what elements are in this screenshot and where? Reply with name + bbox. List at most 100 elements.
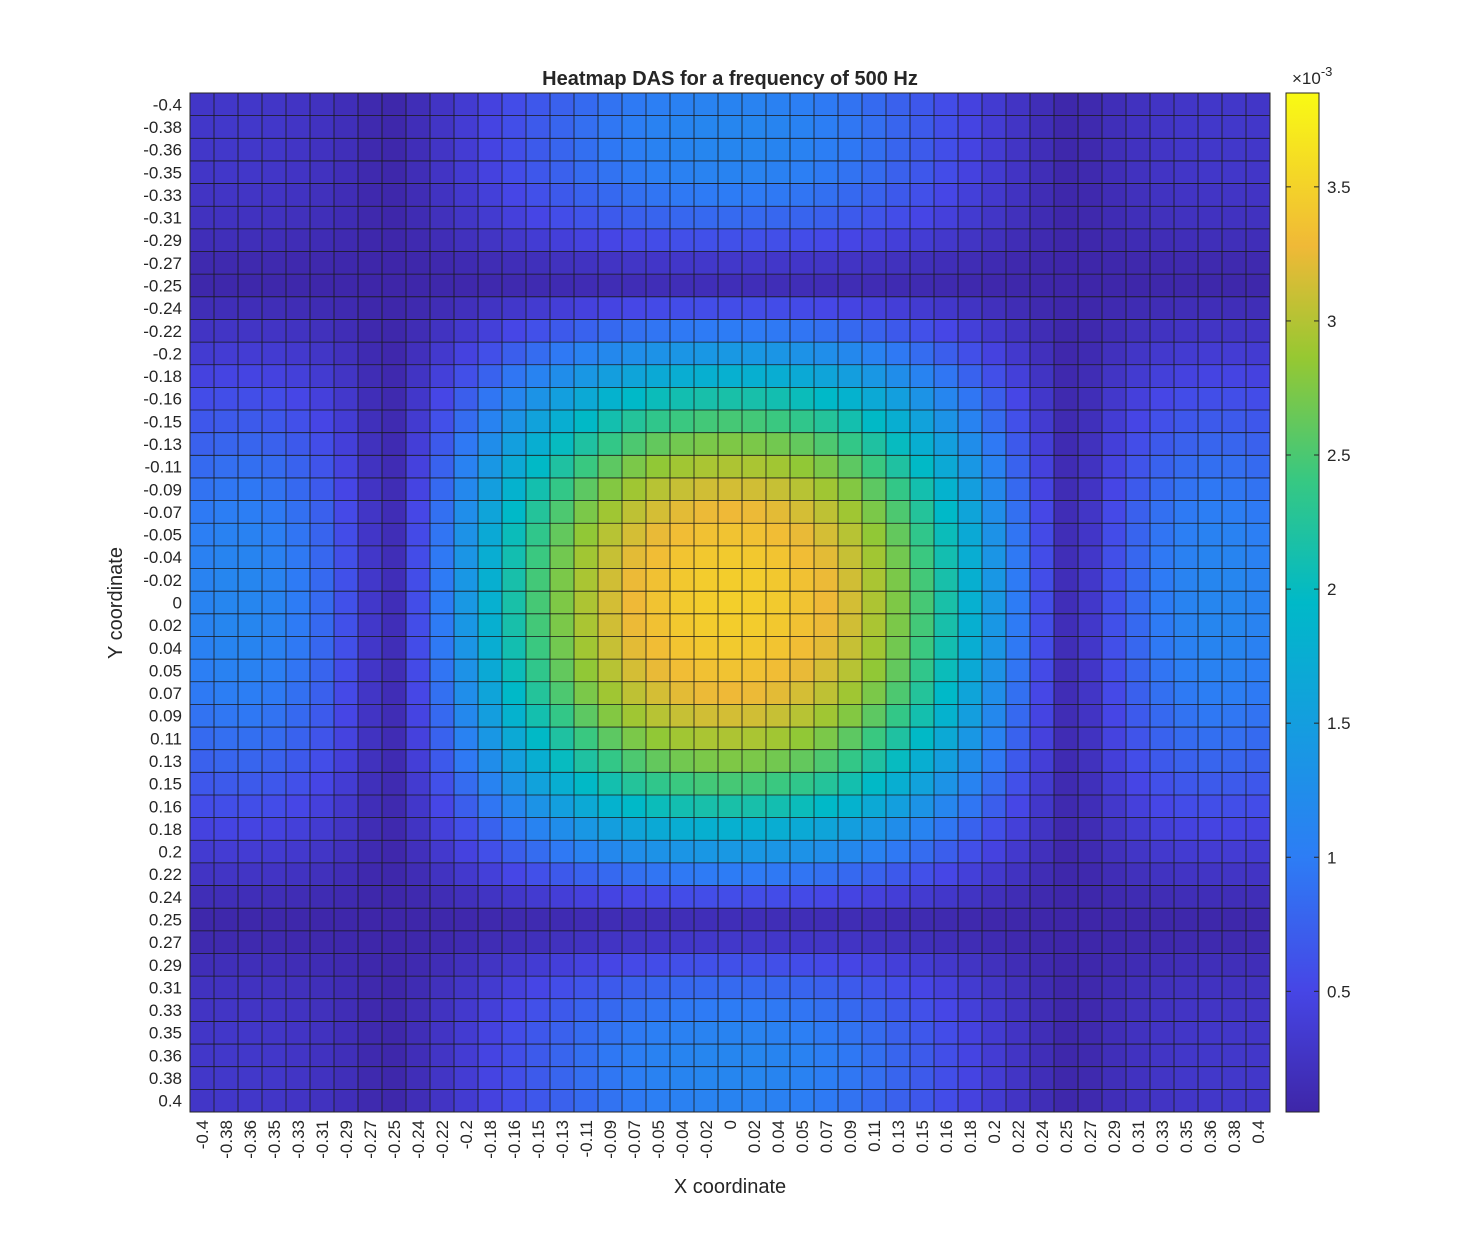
heatmap-cell bbox=[358, 840, 383, 864]
heatmap-cell bbox=[1054, 613, 1079, 637]
heatmap-cell bbox=[862, 681, 887, 705]
heatmap-cell bbox=[1150, 1089, 1175, 1113]
heatmap-cell bbox=[1054, 953, 1079, 977]
heatmap-cell bbox=[766, 93, 791, 116]
heatmap-cell bbox=[310, 228, 335, 252]
heatmap-cell bbox=[1198, 953, 1223, 977]
heatmap-cell bbox=[694, 432, 719, 456]
heatmap-cell bbox=[454, 274, 479, 298]
heatmap-cell bbox=[646, 115, 671, 139]
heatmap-cell bbox=[862, 727, 887, 750]
heatmap-cell bbox=[838, 274, 863, 298]
heatmap-cell bbox=[502, 568, 527, 592]
heatmap-cell bbox=[838, 93, 863, 116]
heatmap-cell bbox=[910, 636, 935, 660]
heatmap-cell bbox=[1222, 523, 1247, 547]
heatmap-cell bbox=[862, 387, 887, 411]
heatmap-cell bbox=[526, 251, 551, 275]
heatmap-cell bbox=[478, 523, 503, 547]
heatmap-cell bbox=[334, 251, 359, 275]
heatmap-cell bbox=[430, 794, 455, 818]
heatmap-cell bbox=[358, 727, 383, 750]
heatmap-cell bbox=[238, 319, 263, 343]
heatmap-cell bbox=[694, 296, 719, 320]
heatmap-cell bbox=[334, 885, 359, 909]
heatmap-cell bbox=[718, 523, 743, 547]
heatmap-cell bbox=[934, 319, 959, 343]
heatmap-cell bbox=[526, 342, 551, 366]
heatmap-cell bbox=[1006, 885, 1031, 909]
heatmap-cell bbox=[262, 410, 287, 433]
heatmap-cell bbox=[358, 206, 383, 230]
heatmap-cell bbox=[382, 794, 407, 818]
x-tick-label: -0.31 bbox=[313, 1120, 332, 1159]
heatmap-cell bbox=[454, 387, 479, 411]
heatmap-cell bbox=[1198, 115, 1223, 139]
heatmap-cell bbox=[1222, 545, 1247, 569]
heatmap-cell bbox=[646, 183, 671, 207]
heatmap-cell bbox=[406, 410, 431, 433]
heatmap-cell bbox=[1222, 432, 1247, 456]
heatmap-cell bbox=[478, 930, 503, 954]
heatmap-cell bbox=[334, 1021, 359, 1045]
heatmap-cell bbox=[958, 568, 983, 592]
heatmap-cell bbox=[358, 772, 383, 796]
y-tick-label: 0.27 bbox=[149, 933, 182, 952]
heatmap-cell bbox=[958, 1066, 983, 1090]
heatmap-cell bbox=[502, 1089, 527, 1113]
heatmap-cell bbox=[1054, 138, 1079, 162]
heatmap-cell bbox=[310, 319, 335, 343]
heatmap-cell bbox=[358, 115, 383, 139]
heatmap-cell bbox=[622, 160, 647, 184]
heatmap-cell bbox=[934, 908, 959, 932]
heatmap-cell bbox=[742, 319, 767, 343]
heatmap-cell bbox=[958, 591, 983, 615]
heatmap-cell bbox=[886, 1021, 911, 1045]
heatmap-cell bbox=[886, 1066, 911, 1090]
heatmap-cell bbox=[430, 998, 455, 1022]
heatmap-cell bbox=[1102, 794, 1127, 818]
heatmap-cell bbox=[718, 364, 743, 388]
heatmap-cell bbox=[454, 862, 479, 886]
heatmap-cell bbox=[526, 183, 551, 207]
heatmap-cell bbox=[1030, 455, 1055, 479]
heatmap-cell bbox=[1054, 93, 1079, 116]
heatmap-cell bbox=[766, 930, 791, 954]
heatmap-cell bbox=[886, 296, 911, 320]
heatmap-cell bbox=[1198, 319, 1223, 343]
heatmap-cell bbox=[190, 523, 215, 547]
heatmap-cell bbox=[694, 681, 719, 705]
heatmap-cell bbox=[1198, 681, 1223, 705]
heatmap-cell bbox=[646, 251, 671, 275]
heatmap-cell bbox=[454, 636, 479, 660]
heatmap-cell bbox=[1246, 591, 1271, 615]
heatmap-cell bbox=[454, 342, 479, 366]
heatmap-cell bbox=[1246, 727, 1271, 750]
heatmap-cell bbox=[694, 1066, 719, 1090]
heatmap-cell bbox=[982, 817, 1007, 841]
heatmap-cell bbox=[262, 794, 287, 818]
heatmap-cell bbox=[886, 387, 911, 411]
heatmap-cell bbox=[262, 455, 287, 479]
heatmap-cell bbox=[694, 93, 719, 116]
heatmap-cell bbox=[502, 613, 527, 637]
heatmap-cell bbox=[502, 1066, 527, 1090]
heatmap-cell bbox=[1198, 817, 1223, 841]
heatmap-cell bbox=[766, 274, 791, 298]
heatmap-cell bbox=[406, 364, 431, 388]
heatmap-cell bbox=[526, 772, 551, 796]
heatmap-cell bbox=[598, 93, 623, 116]
heatmap-cell bbox=[886, 794, 911, 818]
heatmap-cell bbox=[310, 568, 335, 592]
heatmap-cell bbox=[382, 727, 407, 750]
heatmap-cell bbox=[886, 908, 911, 932]
heatmap-cell bbox=[1222, 1066, 1247, 1090]
heatmap-cell bbox=[238, 840, 263, 864]
heatmap-cell bbox=[1078, 953, 1103, 977]
heatmap-cell bbox=[262, 1089, 287, 1113]
y-tick-label: -0.4 bbox=[153, 95, 182, 114]
heatmap-cell bbox=[1198, 1021, 1223, 1045]
heatmap-cell bbox=[718, 228, 743, 252]
heatmap-cell bbox=[1150, 568, 1175, 592]
heatmap-cell bbox=[406, 976, 431, 1000]
